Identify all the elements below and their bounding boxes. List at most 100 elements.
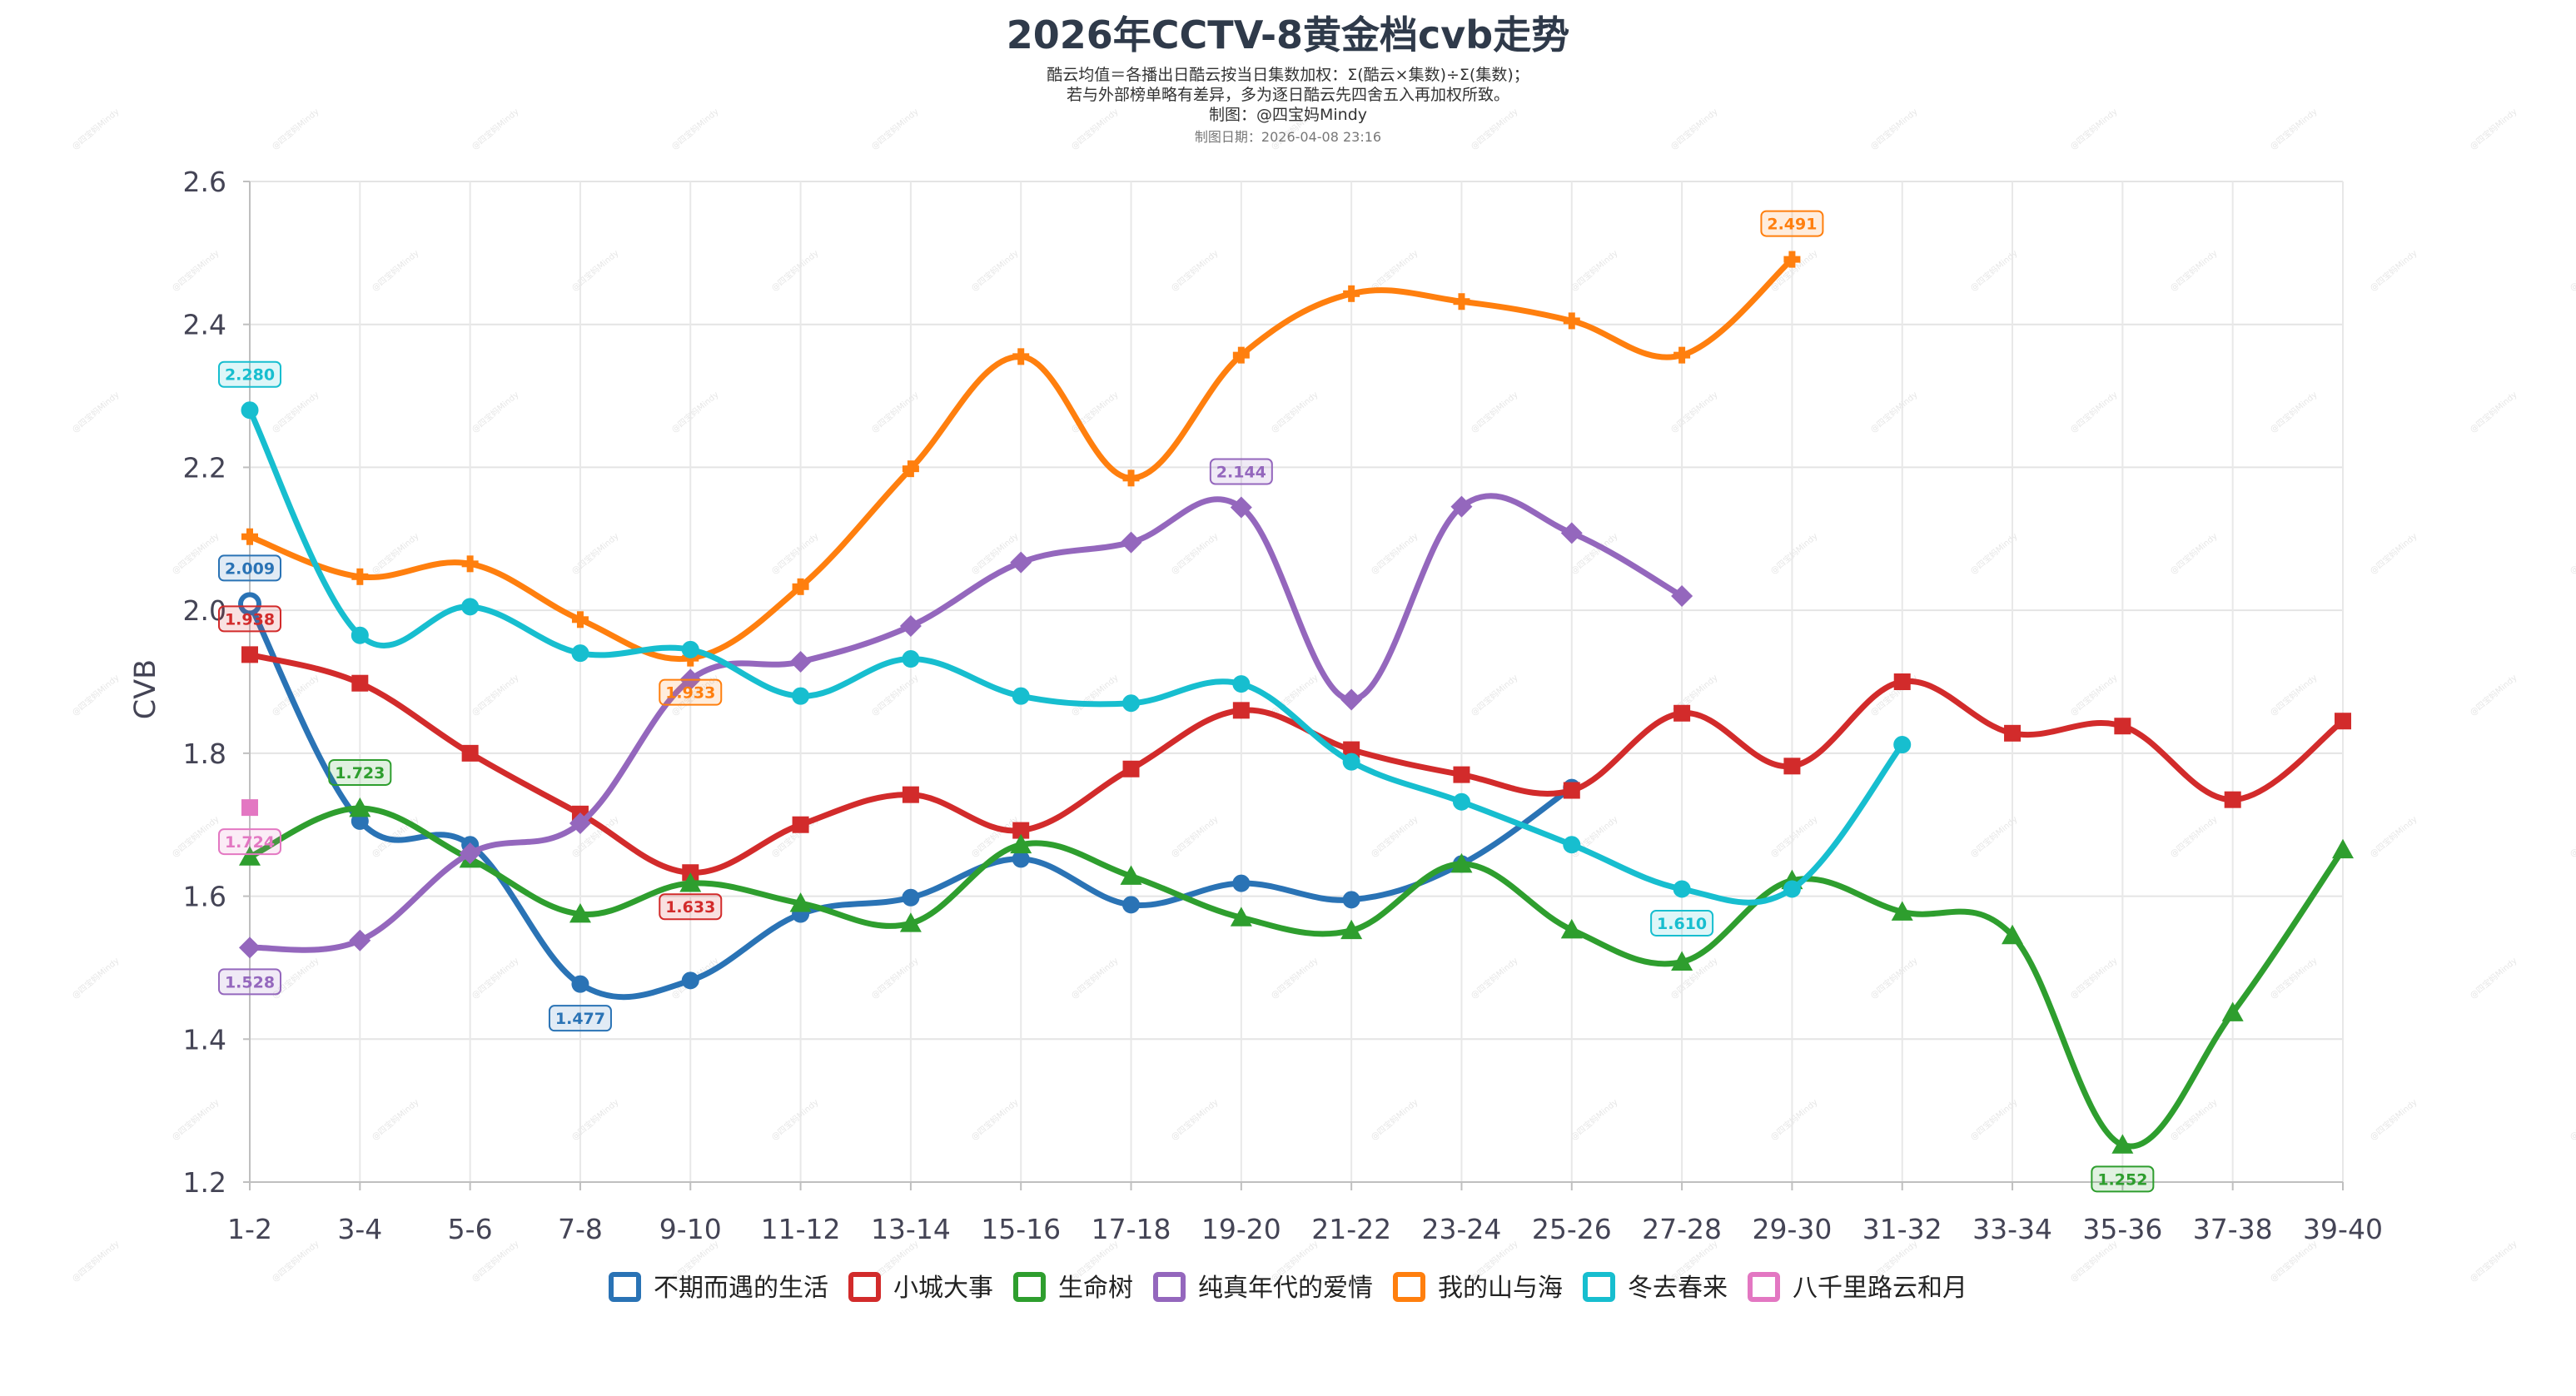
series-point-circle [1893,736,1912,754]
data-label-text: 1.477 [555,1010,605,1028]
data-label-box [218,360,281,388]
series-point-circle [1012,850,1030,868]
watermark-text: @四宝妈Mindy [470,672,521,718]
y-tick-label: 1.6 [183,881,226,913]
data-labels-layer: 2.009 1.477 1.938 1.633 1.723 1.252 1.528 2.144… [218,210,2155,1193]
series-point-circle [1232,874,1251,892]
series-6 [241,401,1912,906]
watermark-layer: @四宝妈Mindy @四宝妈Mindy @四宝妈Mindy @四宝妈Mindy @四宝妈… [70,106,2576,1284]
watermark-text: @四宝妈Mindy [2068,955,2120,1001]
watermark-text: @四宝妈Mindy [2268,672,2320,718]
chart-subtitle-line-1: 酷云均值＝各播出日酷云按当日集数加权：Σ(酷云×集数)÷Σ(集数)； [1047,66,1529,84]
series-point-square [1343,741,1360,758]
series-point-diamond [1120,531,1142,554]
data-label-text: 2.280 [225,366,275,385]
series-point-circle [571,975,589,993]
chart-subtitle-line-3: 制图：@四宝妈Mindy [1209,106,1367,124]
x-tick-label: 5-6 [448,1213,493,1245]
watermark-text: @四宝妈Mindy [70,1238,122,1284]
series-point-triangle [1891,901,1913,921]
watermark-text: @四宝妈Mindy [569,530,621,576]
watermark-text: @四宝妈Mindy [470,955,521,1001]
watermark-text: @四宝妈Mindy [2468,672,2519,718]
series-point-diamond [1230,496,1252,519]
data-label-text: 2.144 [1216,464,1266,482]
axes: 1.21.41.61.82.02.22.42.61-2 3-4 5-6 7-8 9-10… [183,166,2383,1245]
watermark-text: @四宝妈Mindy [1269,389,1320,435]
legend: 不期而遇的生活 小城大事 生命树 纯真年代的爱情 我的山与海 冬去春来 八千里路云和月 [609,1272,1967,1303]
data-label: 1.610 [1650,909,1714,936]
watermark-text: @四宝妈Mindy [569,247,621,293]
legend-item: 纯真年代的爱情 [1153,1272,1373,1303]
watermark-text: @四宝妈Mindy [1668,389,1720,435]
chart-date: 制图日期：2026-04-08 23:16 [1195,129,1381,145]
data-label-box [659,893,723,921]
watermark-text: @四宝妈Mindy [869,106,921,152]
data-label: 2.144 [1209,458,1273,485]
series-point-triangle [569,903,591,923]
data-label: 1.723 [328,758,392,786]
data-label-text: 1.933 [665,684,715,703]
data-label: 1.528 [218,968,281,996]
series-point-circle [571,644,589,663]
series-point-circle [792,687,810,705]
watermark-text: @四宝妈Mindy [969,247,1021,293]
series-point-circle [681,640,699,658]
watermark-text: @四宝妈Mindy [2068,389,2120,435]
x-tick-label: 19-20 [1201,1213,1281,1245]
y-tick-label: 1.2 [183,1166,226,1199]
watermark-text: @四宝妈Mindy [2368,813,2419,859]
watermark-text: @四宝妈Mindy [1269,955,1320,1001]
legend-label: 纯真年代的爱情 [1198,1274,1373,1303]
watermark-text: @四宝妈Mindy [1069,389,1121,435]
watermark-text: @四宝妈Mindy [1169,1096,1221,1142]
legend-item: 我的山与海 [1392,1272,1563,1303]
data-label-box [2091,1165,2155,1193]
series-point-cross [1568,312,1575,330]
series-point-diamond [1671,584,1693,607]
x-tick-label: 7-8 [558,1213,603,1245]
series-point-triangle [2221,1001,2244,1021]
watermark-text: @四宝妈Mindy [1069,106,1121,152]
watermark-text: @四宝妈Mindy [1369,530,1420,576]
series-point-square [241,799,258,817]
legend-swatch [848,1272,882,1302]
data-label: 2.280 [218,360,281,388]
watermark-text: @四宝妈Mindy [1269,672,1320,718]
data-label: 1.938 [218,605,281,633]
series-point-diamond [1010,551,1032,574]
series-point-triangle [239,846,261,866]
watermark-text: @四宝妈Mindy [1868,106,1920,152]
data-label: 1.477 [548,1005,612,1032]
watermark-text: @四宝妈Mindy [2268,389,2320,435]
legend-label: 我的山与海 [1438,1274,1563,1303]
watermark-text: @四宝妈Mindy [1069,672,1121,718]
x-tick-label: 21-22 [1311,1213,1391,1245]
watermark-text: @四宝妈Mindy [370,247,421,293]
series-point-diamond [1340,688,1363,711]
watermark-text: @四宝妈Mindy [2568,247,2576,293]
legend-label: 冬去春来 [1628,1274,1728,1303]
series-point-diamond [349,929,371,951]
y-axis-title: CVB [129,659,162,719]
series-point-cross [1017,348,1025,365]
series-point-diamond [789,650,812,673]
watermark-text: @四宝妈Mindy [769,247,821,293]
watermark-text: @四宝妈Mindy [170,813,221,859]
data-label: 1.252 [2091,1165,2155,1193]
watermark-text: @四宝妈Mindy [2168,530,2220,576]
watermark-text: @四宝妈Mindy [270,106,321,152]
legend-item: 不期而遇的生活 [609,1272,828,1303]
series-point-square [1453,766,1470,783]
series-point-circle [1783,880,1801,898]
x-tick-label: 15-16 [981,1213,1061,1245]
series-point-circle [1452,792,1470,811]
series-point-square [1232,702,1250,719]
watermark-text: @四宝妈Mindy [1169,247,1221,293]
series-point-square [1012,822,1030,839]
series-7 [241,799,258,817]
watermark-text: @四宝妈Mindy [769,1096,821,1142]
series-point-square [351,674,369,692]
watermark-text: @四宝妈Mindy [2168,813,2220,859]
legend-item: 生命树 [1013,1272,1133,1303]
